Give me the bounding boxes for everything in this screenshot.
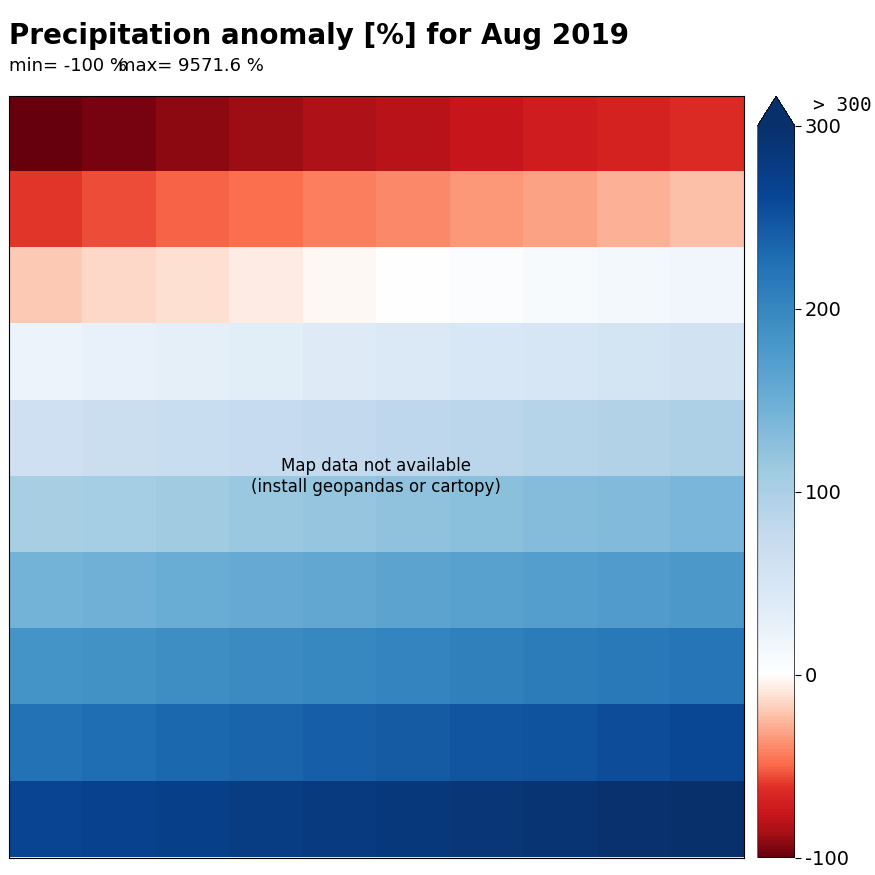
Text: max= 9571.6 %: max= 9571.6 % xyxy=(118,57,264,75)
Text: min= -100 %: min= -100 % xyxy=(9,57,127,75)
PathPatch shape xyxy=(758,96,794,125)
Text: Map data not available
(install geopandas or cartopy): Map data not available (install geopanda… xyxy=(251,458,501,496)
Text: > 300: > 300 xyxy=(813,95,872,115)
Text: Precipitation anomaly [%] for Aug 2019: Precipitation anomaly [%] for Aug 2019 xyxy=(9,22,629,50)
